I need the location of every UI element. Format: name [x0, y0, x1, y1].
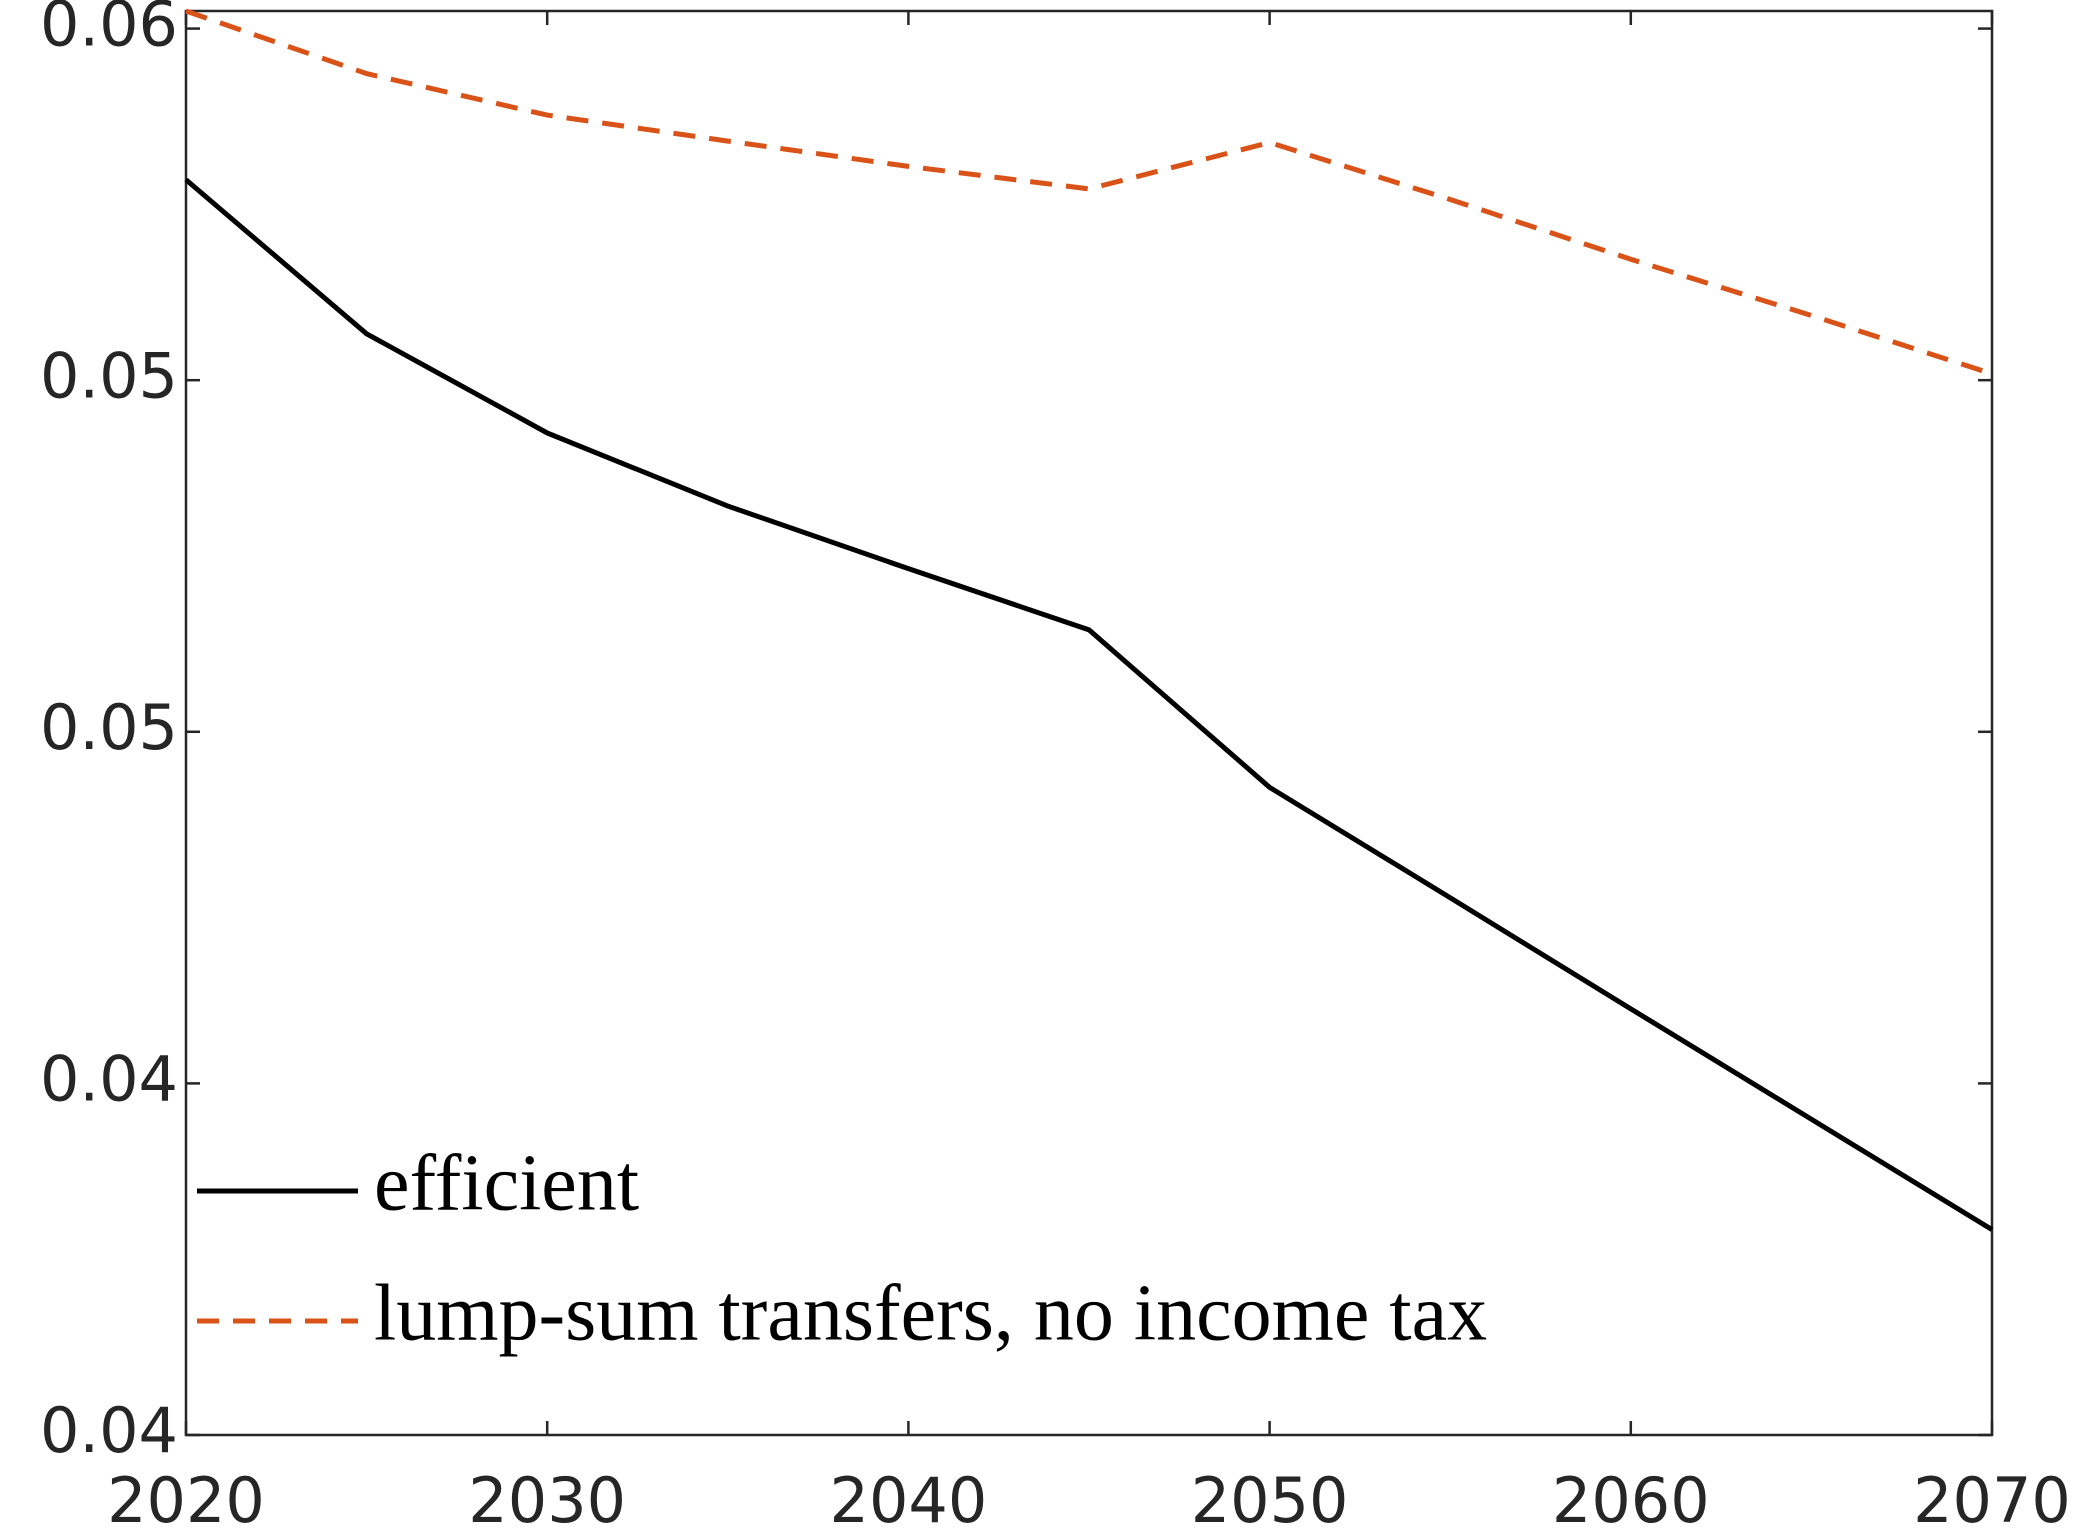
- x-tick-label: 2070: [1913, 1464, 2071, 1533]
- y-tick-label: 0.04: [40, 1042, 178, 1115]
- legend-label: efficient: [374, 1139, 639, 1227]
- legend-label: lump-sum transfers, no income tax: [374, 1269, 1487, 1357]
- x-tick-label: 2040: [830, 1464, 988, 1533]
- x-tick-label: 2020: [107, 1464, 265, 1533]
- y-tick-label: 0.06: [40, 0, 178, 61]
- series-line: [184, 177, 1994, 1232]
- axes-box: [184, 9, 1994, 1437]
- y-tick-label: 0.04: [40, 1394, 178, 1467]
- x-tick-label: 2050: [1191, 1464, 1349, 1533]
- x-tick-label: 2060: [1552, 1464, 1710, 1533]
- series-line: [185, 8, 1993, 377]
- y-tick-label: 0.05: [40, 691, 178, 764]
- y-tick-label: 0.05: [40, 339, 178, 412]
- x-tick-label: 2030: [468, 1464, 626, 1533]
